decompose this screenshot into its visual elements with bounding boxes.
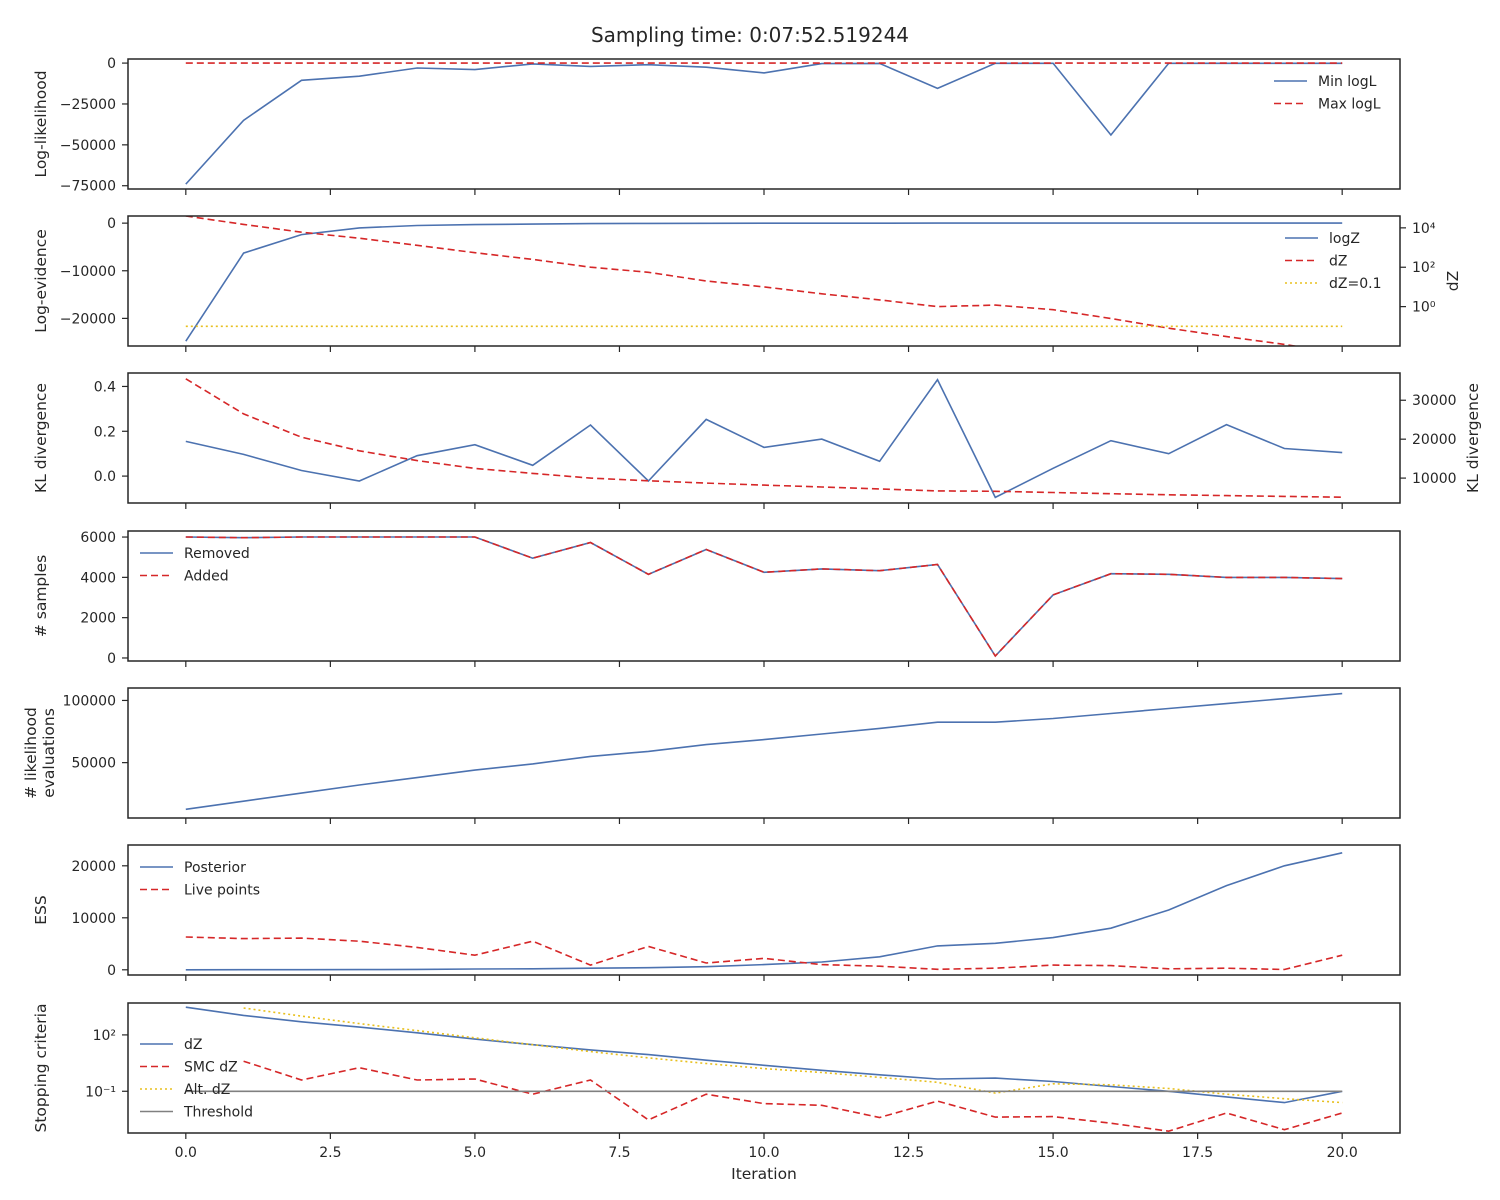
panel-6: 20000 10000 0 ESS Posterior Live points bbox=[32, 844, 1401, 981]
legend-label-threshold: Threshold bbox=[183, 1105, 253, 1121]
y-tick-label: 0 bbox=[107, 216, 116, 232]
x-tick-label: 17.5 bbox=[1182, 1145, 1213, 1161]
legend-label-logz: logZ bbox=[1329, 231, 1360, 247]
series-line-posterior bbox=[185, 852, 1343, 971]
legend-label-dz-0-1: dZ=0.1 bbox=[1329, 276, 1381, 292]
x-axis-label: Iteration bbox=[731, 1165, 797, 1183]
plot-area bbox=[185, 852, 1343, 971]
y-tick-label: 10000 bbox=[71, 911, 116, 927]
legend-label-added: Added bbox=[184, 569, 229, 585]
y-tick-label: 4000 bbox=[80, 570, 116, 586]
y-axis-label: Log-likelihood bbox=[32, 70, 50, 177]
y-tick-label: −25000 bbox=[60, 97, 116, 113]
legend-label-min-logl: Min logL bbox=[1318, 74, 1377, 90]
y2-axis-label: dZ bbox=[1444, 271, 1462, 291]
panel-frame bbox=[127, 372, 1401, 504]
y2-tick-label: 30000 bbox=[1412, 393, 1457, 409]
series-line-logz bbox=[185, 222, 1343, 342]
series-line-added bbox=[185, 536, 1343, 658]
x-tick-label: 5.0 bbox=[464, 1145, 486, 1161]
y-tick-label: 0 bbox=[107, 651, 116, 667]
y-tick-label: −20000 bbox=[60, 311, 116, 327]
legend-label-smc-dz: SMC dZ bbox=[184, 1060, 238, 1076]
panel-3: 0.4 0.2 0.0 30000 20000 10000 KL divergence KL … bbox=[32, 372, 1482, 509]
x-tick-label: 7.5 bbox=[608, 1145, 630, 1161]
panels: 0 −25000 −50000 −75000 Log-likelihood Min log… bbox=[22, 56, 1482, 1161]
y-tick-label: 0 bbox=[107, 56, 116, 72]
x-tick-label: 10.0 bbox=[748, 1145, 779, 1161]
y-tick-label: 10⁻¹ bbox=[85, 1084, 116, 1100]
plot-area bbox=[185, 378, 1343, 499]
legend-label-dz: dZ bbox=[184, 1037, 202, 1053]
figure-title: Sampling time: 0:07:52.519244 bbox=[591, 23, 909, 47]
series-line-series-1 bbox=[185, 692, 1343, 811]
panel-frame bbox=[127, 215, 1401, 347]
y-tick-label: 0.2 bbox=[94, 424, 116, 440]
y-axis-label-line: # likelihood bbox=[22, 707, 40, 799]
legend-label-removed: Removed bbox=[184, 546, 250, 562]
series-line-smc-dz bbox=[243, 1060, 1343, 1133]
legend-label-alt-dz: Alt. dZ bbox=[184, 1082, 230, 1098]
y2-tick-label: 20000 bbox=[1412, 432, 1457, 448]
panel-frame bbox=[127, 687, 1401, 819]
legend-label-dz: dZ bbox=[1329, 254, 1347, 270]
y-tick-label: 10² bbox=[93, 1028, 116, 1044]
legend-label-live-points: Live points bbox=[184, 883, 260, 899]
y2-tick-label: 10⁰ bbox=[1412, 300, 1436, 316]
y2-tick-label: 10⁴ bbox=[1412, 221, 1436, 237]
panel-7: 0.0 2.5 5.0 7.5 10.0 12.5 15.0 17.5 20.0 10² 10⁻¹ S… bbox=[32, 1002, 1401, 1161]
y-axis-label: Log-evidence bbox=[32, 229, 50, 333]
plot-area bbox=[185, 216, 1343, 346]
x-tick-label: 2.5 bbox=[319, 1145, 341, 1161]
series-line-series-2 bbox=[185, 378, 1343, 498]
legend-label-posterior: Posterior bbox=[184, 860, 246, 876]
y-tick-label: 2000 bbox=[80, 611, 116, 627]
y-axis-label: ESS bbox=[32, 895, 50, 924]
y-tick-label: 0.4 bbox=[94, 379, 116, 395]
series-line-live-points bbox=[185, 936, 1343, 971]
plot-area bbox=[185, 1006, 1343, 1133]
panel-frame bbox=[127, 844, 1401, 976]
legend-label-max-logl: Max logL bbox=[1318, 97, 1381, 113]
x-tick-label: 12.5 bbox=[893, 1145, 924, 1161]
x-tick-label: 15.0 bbox=[1038, 1145, 1069, 1161]
plot-area bbox=[185, 536, 1343, 658]
y2-tick-label: 10² bbox=[1412, 260, 1435, 276]
panel-1: 0 −25000 −50000 −75000 Log-likelihood Min log… bbox=[32, 56, 1401, 195]
plot-area bbox=[185, 62, 1343, 185]
y-tick-label: 100000 bbox=[63, 693, 116, 709]
y-tick-label: 6000 bbox=[80, 530, 116, 546]
y-tick-label: 0 bbox=[107, 963, 116, 979]
series-line-dz bbox=[185, 216, 1300, 346]
series-line-min-logl bbox=[185, 62, 1343, 185]
y-tick-label: 0.0 bbox=[94, 469, 116, 485]
y-tick-label: −75000 bbox=[60, 179, 116, 195]
plot-area bbox=[185, 692, 1343, 811]
y-tick-label: 50000 bbox=[71, 756, 116, 772]
panel-frame bbox=[127, 530, 1401, 662]
y-tick-label: −50000 bbox=[60, 138, 116, 154]
series-line-removed bbox=[185, 536, 1343, 658]
series-line-series-1 bbox=[185, 378, 1343, 499]
panel-frame bbox=[127, 1002, 1401, 1134]
y-axis-label: Stopping criteria bbox=[32, 1004, 50, 1133]
y-axis-label: KL divergence bbox=[32, 383, 50, 493]
y2-tick-label: 10000 bbox=[1412, 471, 1457, 487]
y-axis-label-line: evaluations bbox=[40, 708, 58, 798]
y-tick-label: −10000 bbox=[60, 264, 116, 280]
y2-axis-label: KL divergence bbox=[1464, 383, 1482, 493]
x-tick-label: 20.0 bbox=[1327, 1145, 1358, 1161]
panel-frame bbox=[127, 58, 1401, 190]
series-line-dz bbox=[185, 1006, 1343, 1104]
panel-5: 100000 50000 # likelihoodevaluations bbox=[22, 687, 1401, 824]
y-tick-label: 20000 bbox=[71, 859, 116, 875]
panel-4: 6000 4000 2000 0 # samples Removed Added bbox=[32, 530, 1401, 667]
panel-2: 0 −10000 −20000 10⁴ 10² 10⁰ Log-evidence dZ logZ… bbox=[32, 215, 1462, 352]
y-axis-label: # likelihoodevaluations bbox=[22, 707, 58, 799]
x-tick-label: 0.0 bbox=[175, 1145, 197, 1161]
y-axis-label: # samples bbox=[32, 555, 50, 637]
series-line-alt-dz bbox=[243, 1007, 1343, 1104]
